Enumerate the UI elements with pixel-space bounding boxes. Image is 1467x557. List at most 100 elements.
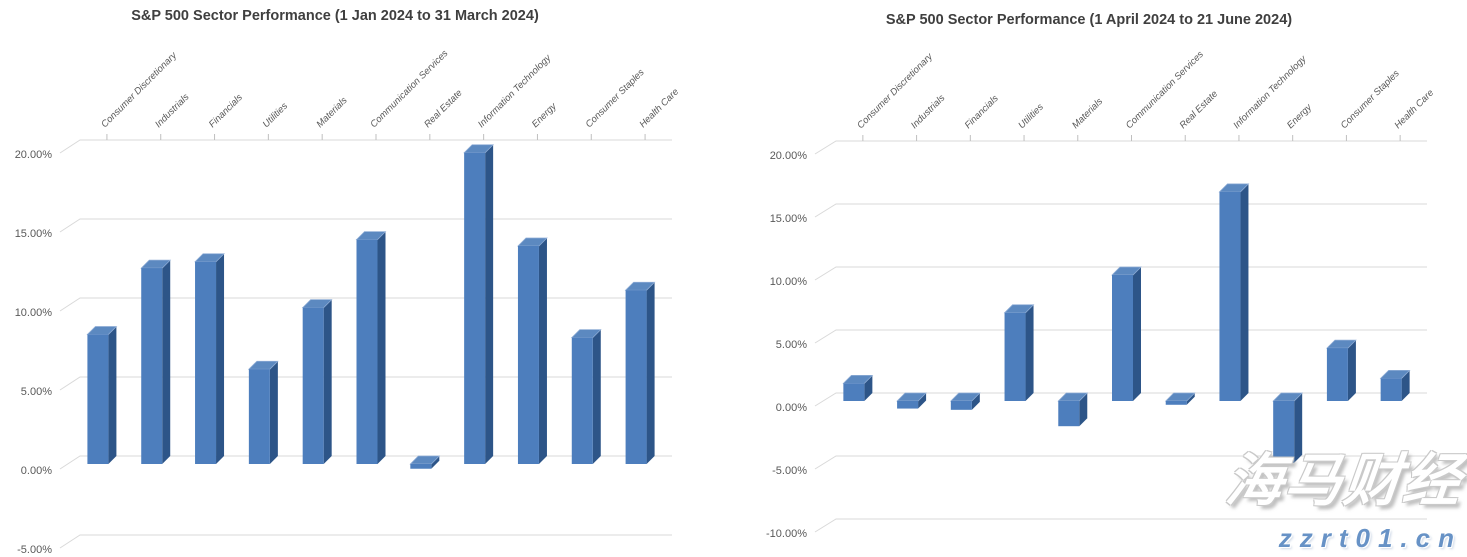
bar-side-face (1347, 340, 1356, 401)
bar-front-face (1112, 275, 1133, 401)
bar-side-face (431, 456, 440, 469)
gridline (59, 534, 672, 549)
category-label: Utilities (1016, 102, 1046, 132)
bar-side-face (269, 361, 278, 464)
category-label: Health Care (637, 86, 681, 130)
chart-title: S&P 500 Sector Performance (1 April 2024… (886, 12, 1292, 28)
y-axis-tick-label: -10.00% (766, 528, 807, 540)
chart-title: S&P 500 Sector Performance (1 Jan 2024 t… (131, 8, 539, 24)
bar-front-face (1058, 401, 1080, 427)
category-label: Real Estate (422, 88, 465, 131)
bar-financials (194, 253, 225, 464)
bar-real-estate (1164, 392, 1196, 405)
gridline (814, 518, 1427, 533)
category-label: Utilities (261, 101, 291, 131)
category-label: Real Estate (1178, 89, 1221, 132)
bar-communication-services (355, 231, 387, 464)
category-label: Financials (963, 93, 1001, 131)
bar-side-face (323, 299, 332, 464)
y-axis-tick-label: 15.00% (15, 228, 53, 240)
bar-front-face (1273, 401, 1295, 463)
category-label: Energy (530, 100, 560, 130)
bar-side-face (1025, 304, 1034, 401)
bar-front-face (517, 245, 539, 464)
bar-communication-services (1111, 266, 1142, 401)
bar-consumer-discretionary (86, 326, 118, 464)
bar-front-face (87, 334, 109, 464)
gridline (814, 203, 1427, 218)
category-label: Materials (1070, 96, 1105, 131)
bar-side-face (646, 282, 655, 464)
bar-front-face (248, 369, 270, 464)
gridline (59, 218, 672, 233)
bar-front-face (141, 268, 163, 464)
bar-utilities (1003, 304, 1035, 401)
chart-panel-q1: S&P 500 Sector Performance (1 Jan 2024 t… (15, 8, 681, 556)
bar-side-face (918, 393, 927, 409)
gridline (814, 455, 1427, 470)
bar-consumer-staples (1326, 339, 1357, 401)
category-label: Health Care (1392, 87, 1436, 131)
bar-side-face (485, 144, 494, 465)
bar-side-face (1401, 370, 1410, 401)
y-axis-tick-label: 10.00% (770, 276, 808, 288)
bar-front-face (356, 239, 378, 464)
bar-consumer-staples (570, 329, 602, 464)
bar-information-technology (1218, 183, 1250, 401)
bar-side-face (1186, 393, 1195, 405)
bar-front-face (950, 401, 972, 410)
bar-side-face (1079, 393, 1088, 427)
bar-front-face (410, 464, 432, 469)
bar-side-face (108, 326, 117, 464)
y-axis-tick-label: 15.00% (770, 213, 808, 225)
bar-front-face (1326, 348, 1348, 401)
bar-health-care (1379, 369, 1411, 401)
bar-front-face (1219, 191, 1241, 401)
bar-front-face (1380, 378, 1402, 401)
bar-industrials (140, 259, 172, 464)
bar-side-face (538, 237, 547, 464)
bar-side-face (162, 260, 171, 464)
bar-industrials (896, 392, 927, 409)
bar-real-estate (409, 455, 441, 469)
gridline (814, 140, 1427, 155)
category-label: Energy (1285, 101, 1315, 131)
bar-front-face (571, 337, 593, 464)
bar-front-face (625, 290, 647, 464)
category-label: Materials (315, 95, 350, 130)
bar-front-face (464, 152, 486, 465)
y-axis-tick-label: -5.00% (772, 465, 807, 477)
watermark-brand: 海马财经 (1222, 449, 1466, 513)
category-label: Financials (207, 92, 245, 130)
watermark-url: zzrt01.cn (1278, 523, 1462, 553)
bar-information-technology (463, 144, 495, 465)
bar-side-face (1240, 183, 1249, 401)
y-axis-tick-label: 5.00% (21, 386, 52, 398)
bar-energy (517, 237, 548, 464)
category-label: Industrials (909, 93, 948, 132)
y-axis-tick-label: 20.00% (15, 149, 53, 161)
bar-side-face (971, 393, 980, 410)
category-label: Consumer Staples (584, 67, 647, 130)
bar-front-face (1004, 312, 1026, 401)
bar-side-face (1133, 267, 1141, 401)
bar-side-face (216, 253, 225, 464)
category-label: Industrials (153, 92, 192, 131)
category-label: Consumer Staples (1339, 68, 1402, 131)
bar-front-face (843, 383, 865, 401)
bar-side-face (377, 231, 386, 464)
y-axis-tick-label: 0.00% (21, 465, 52, 477)
bar-utilities (247, 360, 279, 464)
bar-energy (1272, 392, 1304, 463)
bar-materials (301, 299, 333, 464)
bar-front-face (195, 261, 217, 464)
bar-financials (949, 392, 981, 410)
bar-health-care (624, 281, 656, 464)
y-axis-tick-label: 20.00% (770, 150, 808, 162)
y-axis-tick-label: 5.00% (776, 339, 807, 351)
bar-materials (1057, 392, 1089, 427)
bar-side-face (1294, 393, 1303, 463)
gridline (59, 139, 672, 154)
